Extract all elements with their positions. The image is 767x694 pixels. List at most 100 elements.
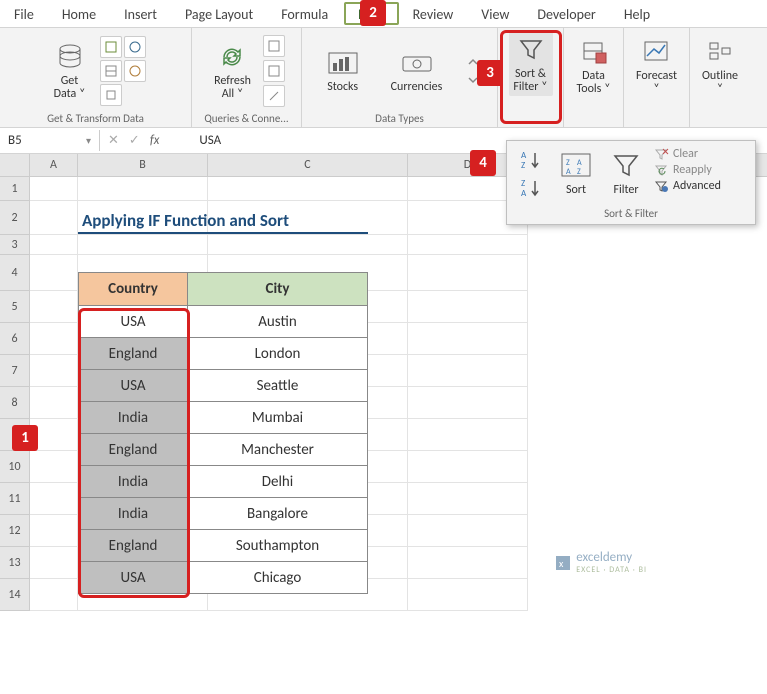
advanced-label: Advanced <box>673 179 721 193</box>
row-3[interactable]: 3 <box>0 235 30 255</box>
svg-text:Z: Z <box>577 167 581 177</box>
cell-city-1[interactable]: London <box>188 338 368 370</box>
existing-conn-icon[interactable] <box>100 84 122 106</box>
cell-country-3[interactable]: India <box>78 402 188 434</box>
refresh-label: Refresh All ˅ <box>214 75 251 101</box>
svg-text:x: x <box>559 557 564 570</box>
header-country: Country <box>78 272 188 306</box>
group-outline: Outline ˅ <box>690 28 750 127</box>
forecast-button[interactable]: Forecast ˅ <box>630 32 683 100</box>
sort-filter-button[interactable]: Sort & Filter ˅ <box>509 32 553 96</box>
cell-country-5[interactable]: India <box>78 466 188 498</box>
sort-dialog-button[interactable]: ZAAZ Sort <box>553 147 599 201</box>
select-all-corner[interactable] <box>0 154 30 176</box>
cell-country-8[interactable]: USA <box>78 562 188 594</box>
menu-developer[interactable]: Developer <box>523 2 609 25</box>
name-box-value: B5 <box>8 133 22 148</box>
cell-city-8[interactable]: Chicago <box>188 562 368 594</box>
from-web-icon[interactable] <box>124 36 146 58</box>
refresh-all-button[interactable]: Refresh All ˅ <box>208 37 257 105</box>
edit-links-icon[interactable] <box>263 85 285 107</box>
formula-value[interactable]: USA <box>199 133 221 148</box>
svg-text:Z: Z <box>521 160 525 171</box>
row-2[interactable]: 2 <box>0 201 30 235</box>
row-10[interactable]: 10 <box>0 451 30 483</box>
cell-country-4[interactable]: England <box>78 434 188 466</box>
cell-country-6[interactable]: India <box>78 498 188 530</box>
data-tools-button[interactable]: Data Tools ˅ <box>570 32 618 100</box>
col-A[interactable]: A <box>30 154 78 176</box>
stocks-icon <box>325 47 361 79</box>
cell-city-5[interactable]: Delhi <box>188 466 368 498</box>
queries-icon[interactable] <box>263 35 285 57</box>
currencies-button[interactable]: Currencies <box>385 43 449 98</box>
cell-city-3[interactable]: Mumbai <box>188 402 368 434</box>
outline-icon <box>702 36 738 68</box>
fx-icon[interactable]: fx <box>150 133 160 148</box>
cancel-icon[interactable]: ✕ <box>108 133 119 148</box>
svg-text:A: A <box>566 167 571 177</box>
cell-city-6[interactable]: Bangalore <box>188 498 368 530</box>
cell-country-2[interactable]: USA <box>78 370 188 402</box>
from-table-icon[interactable] <box>100 60 122 82</box>
row-1[interactable]: 1 <box>0 177 30 201</box>
cell-city-0[interactable]: Austin <box>188 306 368 338</box>
group-forecast: Forecast ˅ <box>624 28 690 127</box>
data-tools-icon <box>576 36 612 68</box>
clear-button[interactable]: Clear <box>653 147 721 161</box>
menu-insert[interactable]: Insert <box>110 2 171 25</box>
sheet-title: Applying IF Function and Sort <box>82 206 289 231</box>
row-5[interactable]: 5 <box>0 291 30 323</box>
stocks-button[interactable]: Stocks <box>319 43 367 98</box>
reapply-button[interactable]: Reapply <box>653 163 721 177</box>
reapply-label: Reapply <box>673 163 712 177</box>
cell-country-0[interactable]: USA <box>78 306 188 338</box>
col-B[interactable]: B <box>78 154 208 176</box>
group-label-get-transform: Get & Transform Data <box>47 110 144 125</box>
row-13[interactable]: 13 <box>0 547 30 579</box>
currencies-label: Currencies <box>391 81 443 94</box>
group-label-datatypes: Data Types <box>375 110 424 125</box>
row-4[interactable]: 4 <box>0 255 30 291</box>
row-7[interactable]: 7 <box>0 355 30 387</box>
sort-asc-button[interactable]: AZ <box>517 147 547 173</box>
menu-home[interactable]: Home <box>48 2 110 25</box>
sort-filter-label: Sort & Filter ˅ <box>513 68 547 94</box>
menu-pagelayout[interactable]: Page Layout <box>171 2 267 25</box>
advanced-button[interactable]: Advanced <box>653 179 721 193</box>
group-label-queries: Queries & Conne... <box>204 110 288 125</box>
database-icon <box>52 41 88 73</box>
col-C[interactable]: C <box>208 154 408 176</box>
row-11[interactable]: 11 <box>0 483 30 515</box>
cell-city-4[interactable]: Manchester <box>188 434 368 466</box>
row-14[interactable]: 14 <box>0 579 30 611</box>
get-data-button[interactable]: Get Data ˅ <box>46 37 94 105</box>
recent-sources-icon[interactable] <box>124 60 146 82</box>
filter-button[interactable]: Filter <box>605 147 647 201</box>
sort-desc-button[interactable]: ZA <box>517 175 547 201</box>
step-1-badge: 1 <box>12 425 38 451</box>
cell-city-7[interactable]: Southampton <box>188 530 368 562</box>
outline-button[interactable]: Outline ˅ <box>696 32 744 100</box>
row-6[interactable]: 6 <box>0 323 30 355</box>
menu-review[interactable]: Review <box>399 2 468 25</box>
menu-help[interactable]: Help <box>610 2 664 25</box>
filter-label: Filter <box>613 183 638 197</box>
cell-country-1[interactable]: England <box>78 338 188 370</box>
name-box[interactable]: B5 ▾ <box>0 130 100 151</box>
enter-icon[interactable]: ✓ <box>129 133 140 148</box>
menu-file[interactable]: File <box>0 2 48 25</box>
row-8[interactable]: 8 <box>0 387 30 419</box>
cell-country-7[interactable]: England <box>78 530 188 562</box>
svg-text:A: A <box>521 188 527 199</box>
from-text-icon[interactable] <box>100 36 122 58</box>
ribbon: Get Data ˅ Get & Transform Data Refresh … <box>0 28 767 128</box>
properties-icon[interactable] <box>263 60 285 82</box>
watermark-sub: EXCEL · DATA · BI <box>576 565 647 575</box>
forecast-icon <box>639 36 675 68</box>
menu-formulas[interactable]: Formula <box>267 2 342 25</box>
menu-view[interactable]: View <box>467 2 523 25</box>
cell-city-2[interactable]: Seattle <box>188 370 368 402</box>
get-data-label: Get Data ˅ <box>54 75 86 101</box>
row-12[interactable]: 12 <box>0 515 30 547</box>
